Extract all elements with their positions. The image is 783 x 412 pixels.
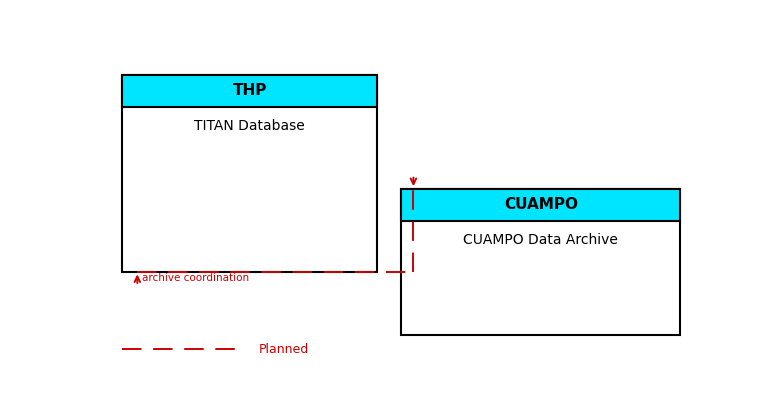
Text: Planned: Planned [258, 343, 309, 356]
Text: TITAN Database: TITAN Database [194, 119, 305, 133]
Bar [122, 75, 377, 272]
Text: archive coordination: archive coordination [143, 274, 249, 283]
Text: THP: THP [233, 83, 267, 98]
Text: CUAMPO: CUAMPO [503, 197, 578, 213]
Bar [402, 189, 680, 335]
Bar [122, 75, 377, 107]
Text: CUAMPO Data Archive: CUAMPO Data Archive [464, 233, 619, 247]
Bar [402, 189, 680, 221]
